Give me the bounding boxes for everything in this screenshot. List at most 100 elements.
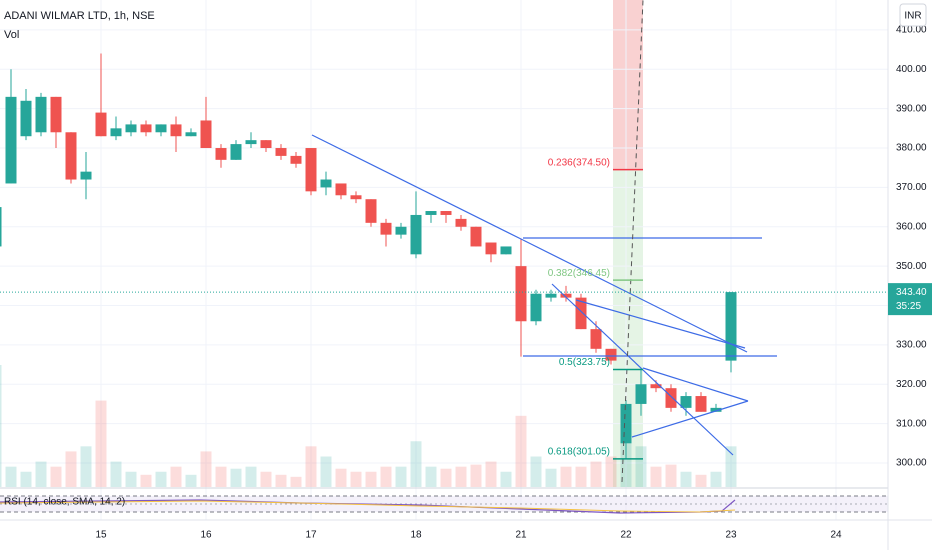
candle-body — [650, 384, 662, 389]
candle-body — [560, 293, 572, 298]
volume-bar — [185, 474, 197, 487]
x-axis: 15 16 17 18 21 22 23 24 — [95, 530, 842, 541]
candle-body — [215, 148, 227, 160]
candle-body — [545, 293, 557, 298]
volume-bar — [200, 451, 212, 487]
currency[interactable]: INR — [904, 11, 921, 22]
volume-bar — [425, 466, 437, 487]
volume-bar — [605, 456, 617, 487]
drawings — [311, 0, 777, 483]
candle-body — [65, 132, 77, 180]
trend-line — [642, 367, 749, 402]
candle-body — [350, 195, 362, 200]
candle-body — [410, 214, 422, 255]
candle-body — [590, 329, 602, 349]
y-tick-label: 330.00 — [896, 340, 927, 351]
x-tick-label: 24 — [830, 530, 842, 541]
y-axis: 300.00310.00320.00330.00340.00350.00360.… — [896, 25, 927, 469]
volume-bar — [575, 466, 587, 487]
trend-line — [522, 239, 748, 353]
chart-title: ADANI WILMAR LTD, 1h, NSE — [4, 10, 155, 22]
candle-body — [0, 207, 2, 247]
candle-body — [695, 396, 707, 412]
fib-zone-red — [613, 0, 643, 170]
volume-bar — [635, 446, 647, 487]
y-tick-label: 350.00 — [896, 261, 927, 272]
candle-body — [230, 144, 242, 160]
candle-body — [485, 242, 497, 255]
volume-bar — [5, 466, 17, 487]
rsi-pane — [0, 495, 888, 514]
volume-bar — [140, 474, 152, 487]
last-price-label: 343.40 — [896, 287, 927, 298]
volume-bar — [515, 415, 527, 487]
volume-bar — [20, 471, 32, 487]
volume-bar — [470, 464, 482, 487]
fib: 0.236(374.50) 0.382(346.45) 0.5(323.75) 0.6… — [548, 157, 643, 460]
volume-bar — [95, 400, 107, 487]
x-tick-label: 16 — [200, 530, 212, 541]
volume-bar — [215, 466, 227, 487]
candle-body — [5, 96, 17, 184]
y-tick-label: 360.00 — [896, 221, 927, 232]
candle-body — [275, 148, 287, 156]
volume-bar — [50, 466, 62, 487]
candle-body — [140, 124, 152, 133]
candle-body — [80, 171, 92, 180]
candle-body — [530, 293, 542, 322]
candle-body — [365, 199, 377, 223]
volume-bar — [275, 474, 287, 487]
volume-bar — [335, 468, 347, 487]
trend-line — [311, 134, 524, 241]
candle-body — [320, 179, 332, 188]
volume-bar — [365, 471, 377, 487]
fib-label: 0.5(323.75) — [559, 357, 610, 368]
volume-bar — [320, 456, 332, 487]
candle-body — [335, 183, 347, 196]
trend-line — [575, 299, 746, 349]
candle-body — [515, 266, 527, 322]
volume-bar — [545, 468, 557, 487]
x-tick-label: 22 — [620, 530, 632, 541]
candle-body — [710, 407, 722, 412]
candle-body — [440, 211, 452, 215]
volume-bar — [245, 466, 257, 487]
x-tick-label: 18 — [410, 530, 422, 541]
candle-body — [665, 388, 677, 408]
rsi-band — [0, 496, 888, 512]
candle-body — [125, 124, 137, 133]
volume-bar — [695, 474, 707, 487]
candle-body — [305, 148, 317, 192]
candle-body — [725, 292, 737, 361]
candle-body — [395, 226, 407, 235]
candle-body — [470, 226, 482, 247]
x-tick-label: 17 — [305, 530, 317, 541]
last-price-box — [888, 283, 932, 316]
candle-body — [95, 112, 107, 137]
volume-bar — [590, 461, 602, 487]
grid — [0, 0, 888, 520]
candle-body — [200, 120, 212, 149]
candle-body — [425, 211, 437, 215]
candle-body — [170, 124, 182, 137]
candle-body — [50, 96, 62, 133]
volume-bar — [440, 468, 452, 487]
candle-body — [680, 396, 692, 408]
fib-label: 0.236(374.50) — [548, 157, 610, 168]
candle-body — [455, 218, 467, 227]
volume-label: Vol — [4, 29, 19, 41]
volume-bar — [125, 471, 137, 487]
currency-box[interactable] — [899, 3, 927, 27]
rsi-label: RSI (14, close, SMA, 14, 2) — [4, 497, 125, 508]
y-tick-label: 310.00 — [896, 418, 927, 429]
fib-label: 0.382(346.45) — [548, 268, 610, 279]
volume-bar — [380, 466, 392, 487]
candle-body — [620, 403, 632, 444]
countdown: 35:25 — [896, 301, 921, 312]
rsi-ma-line — [0, 500, 736, 513]
candle-body — [20, 100, 32, 137]
x-tick-label: 21 — [515, 530, 527, 541]
volume-bar — [80, 446, 92, 487]
y-tick-label: 300.00 — [896, 458, 927, 469]
